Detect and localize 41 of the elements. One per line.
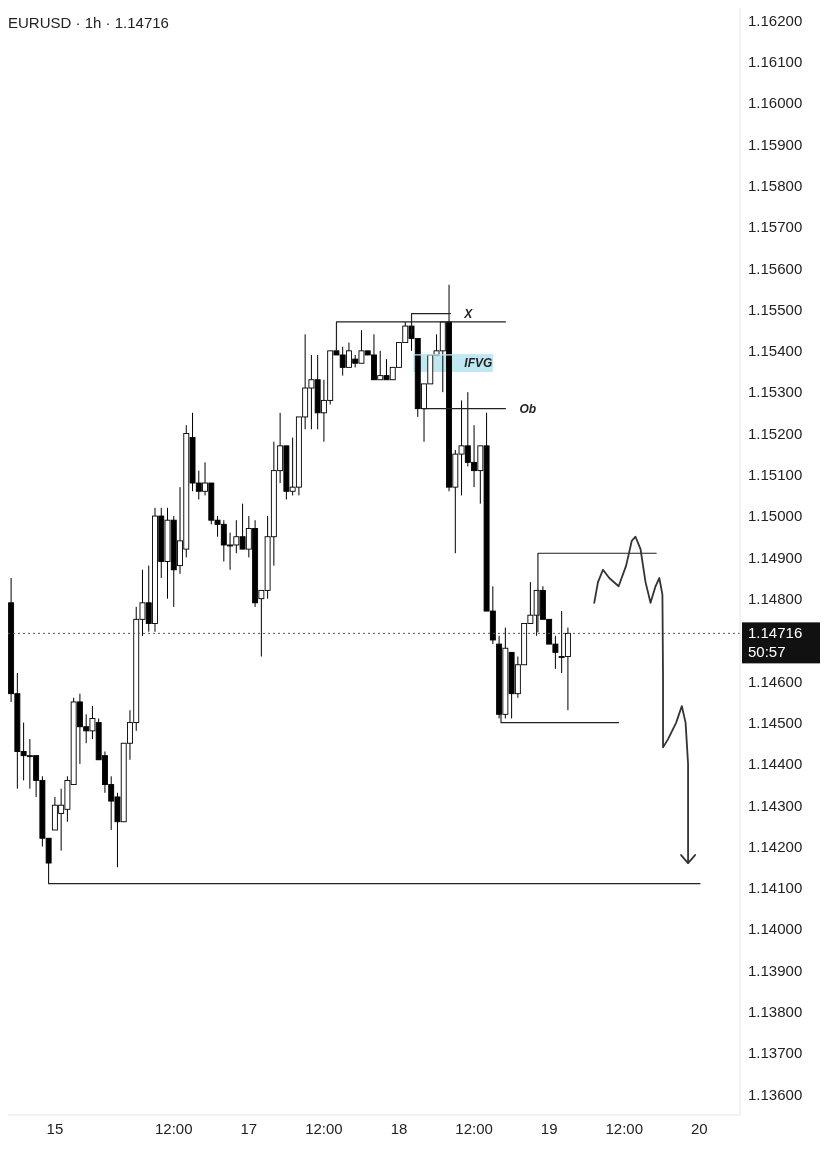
y-tick-label: 1.13900 [748, 961, 803, 979]
y-tick-label: 1.14200 [748, 837, 803, 855]
y-tick-label: 1.15200 [748, 424, 803, 442]
annotation: Ob [519, 401, 537, 416]
y-tick-label: 1.13700 [748, 1044, 803, 1062]
x-tick-label: 19 [540, 1119, 558, 1137]
y-tick-label: 1.14600 [748, 672, 803, 690]
y-tick-label: 1.15600 [748, 259, 803, 277]
y-tick-label: 1.15800 [748, 176, 803, 194]
y-tick-label: 1.15900 [748, 135, 803, 153]
y-tick-label: 1.16100 [748, 53, 803, 71]
y-tick-label: 1.15400 [748, 342, 803, 360]
x-tick-label: 17 [240, 1119, 258, 1137]
y-tick-label: 1.15700 [748, 218, 803, 236]
text: 50:57 [748, 643, 786, 661]
chart-title: EURUSD · 1h · 1.14716 [8, 14, 169, 31]
y-tick-label: 1.15000 [748, 507, 803, 525]
y-tick-label: 1.13800 [748, 1003, 803, 1021]
y-tick-label: 1.14900 [748, 548, 803, 566]
ref-line-label: 1.14716 [748, 624, 803, 642]
y-tick-label: 1.14000 [748, 920, 803, 938]
annotation: IFVG [464, 356, 493, 371]
y-tick-label: 1.15500 [748, 300, 803, 318]
y-tick-label: 1.14100 [748, 879, 803, 897]
x-tick-label: 12:00 [155, 1119, 193, 1137]
x-tick-label: 12:00 [605, 1119, 644, 1137]
x-tick-label: 12:00 [305, 1119, 343, 1137]
y-tick-label: 1.15300 [748, 383, 803, 401]
y-tick-label: 1.14800 [748, 590, 803, 607]
x-tick-label: 18 [390, 1119, 408, 1137]
y-tick-label: 1.14500 [748, 713, 803, 731]
y-tick-label: 1.14400 [748, 755, 803, 773]
y-tick-label: 1.16200 [748, 11, 803, 29]
x-tick-label: 12:00 [455, 1119, 493, 1137]
x-tick-label: 20 [690, 1119, 708, 1137]
y-tick-label: 1.14300 [748, 796, 803, 814]
x-tick-label: 15 [46, 1119, 64, 1137]
y-tick-label: 1.13600 [748, 1085, 803, 1103]
y-tick-label: 1.15100 [748, 466, 803, 484]
y-tick-label: 1.16000 [748, 94, 803, 112]
annotation: X [463, 306, 474, 321]
